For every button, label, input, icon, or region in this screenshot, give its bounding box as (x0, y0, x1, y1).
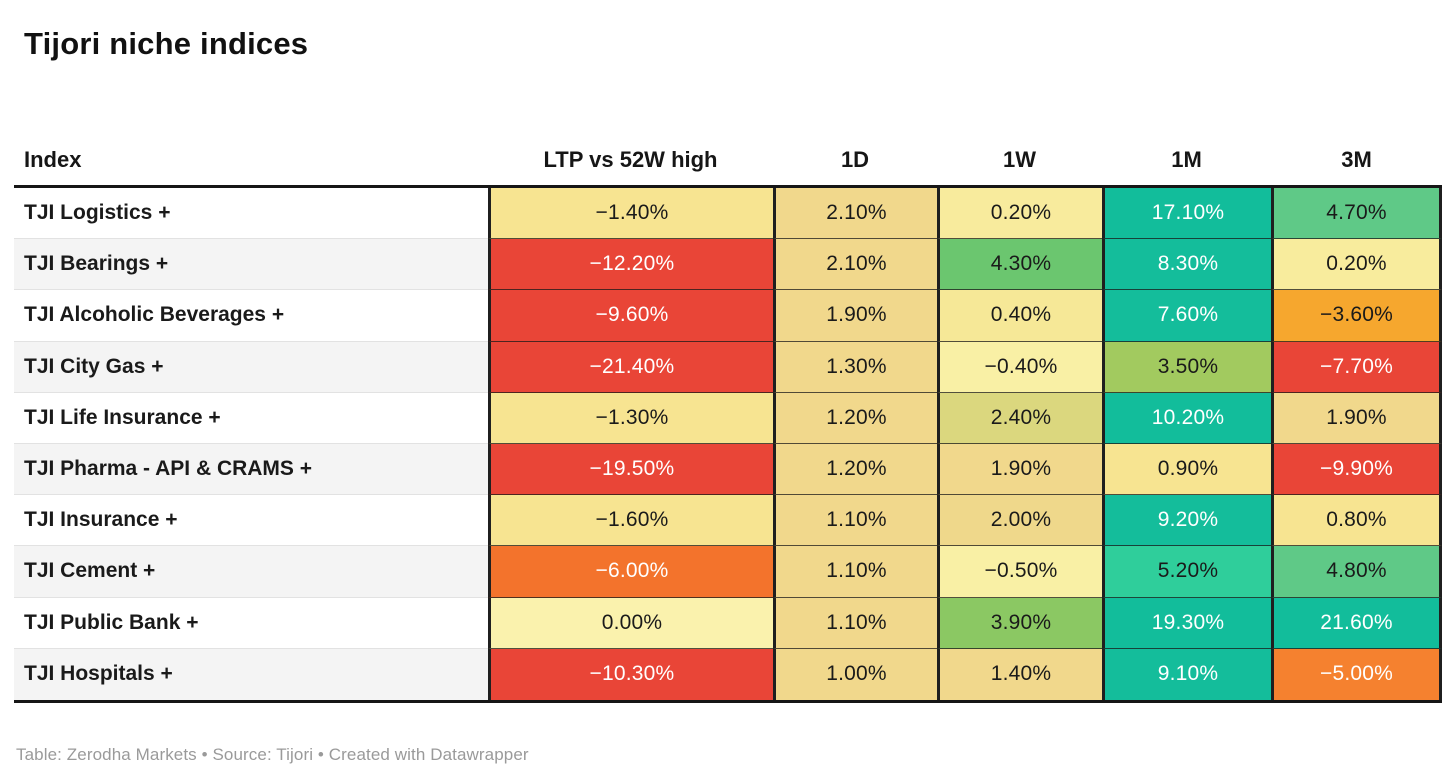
table-row: TJI Alcoholic Beverages + −9.60% 1.90% 0… (14, 290, 1442, 342)
indices-table: Index LTP vs 52W high 1D 1W 1M 3M TJI Lo… (14, 134, 1442, 703)
index-name-label: TJI Insurance + (24, 508, 178, 532)
cell-3m: 21.60% (1271, 597, 1442, 649)
cell-3m: 0.20% (1271, 239, 1442, 291)
cell-1m: 10.20% (1102, 392, 1271, 444)
index-name-cell[interactable]: TJI Hospitals + (14, 648, 488, 700)
cell-1w: 0.40% (937, 290, 1102, 342)
table-row: TJI Pharma - API & CRAMS + −19.50% 1.20%… (14, 443, 1442, 496)
index-name-cell[interactable]: TJI Logistics + (14, 188, 488, 240)
cell-1w: 4.30% (937, 239, 1102, 291)
cell-1d: 1.90% (773, 290, 937, 342)
cell-1d: 1.20% (773, 443, 937, 496)
table-row: TJI Bearings + −12.20% 2.10% 4.30% 8.30%… (14, 239, 1442, 291)
ltp-vs-52w-high-cell: −9.60% (488, 290, 773, 342)
cell-3m: −7.70% (1271, 341, 1442, 393)
index-name-cell[interactable]: TJI Public Bank + (14, 597, 488, 649)
cell-1d: 1.10% (773, 546, 937, 598)
index-name-label: TJI Pharma - API & CRAMS + (24, 457, 313, 481)
table-row: TJI Logistics + −1.40% 2.10% 0.20% 17.10… (14, 188, 1442, 240)
index-name-cell[interactable]: TJI Cement + (14, 546, 488, 598)
cell-1m: 17.10% (1102, 188, 1271, 240)
index-name-cell[interactable]: TJI Alcoholic Beverages + (14, 290, 488, 342)
cell-1w: 2.40% (937, 392, 1102, 444)
column-header-index: Index (24, 146, 82, 172)
index-name-label: TJI Logistics + (24, 201, 171, 225)
cell-1m: 7.60% (1102, 290, 1271, 342)
table-header-row: Index LTP vs 52W high 1D 1W 1M 3M (14, 134, 1442, 188)
index-name-label: TJI Bearings + (24, 252, 169, 276)
table-row: TJI Insurance + −1.60% 1.10% 2.00% 9.20%… (14, 495, 1442, 547)
cell-1w: 0.20% (937, 188, 1102, 240)
cell-1m: 5.20% (1102, 546, 1271, 598)
index-name-cell[interactable]: TJI Pharma - API & CRAMS + (14, 443, 488, 496)
index-name-label: TJI City Gas + (24, 354, 164, 378)
cell-1d: 1.30% (773, 341, 937, 393)
table-row: TJI Life Insurance + −1.30% 1.20% 2.40% … (14, 392, 1442, 444)
column-header-3m: 3M (1341, 146, 1372, 172)
column-header-ltp-vs-52w-high: LTP vs 52W high (543, 146, 718, 172)
ltp-vs-52w-high-cell: −10.30% (488, 648, 773, 700)
table-body: TJI Logistics + −1.40% 2.10% 0.20% 17.10… (14, 188, 1442, 703)
cell-3m: 0.80% (1271, 495, 1442, 547)
cell-1m: 0.90% (1102, 443, 1271, 496)
index-name-cell[interactable]: TJI Bearings + (14, 239, 488, 291)
cell-3m: 4.80% (1271, 546, 1442, 598)
cell-1d: 2.10% (773, 239, 937, 291)
page-title: Tijori niche indices (24, 26, 309, 61)
cell-1m: 8.30% (1102, 239, 1271, 291)
cell-1w: −0.50% (937, 546, 1102, 598)
index-name-label: TJI Public Bank + (24, 610, 199, 634)
ltp-vs-52w-high-cell: −21.40% (488, 341, 773, 393)
cell-1w: 3.90% (937, 597, 1102, 649)
cell-1m: 9.10% (1102, 648, 1271, 700)
table-row: TJI Cement + −6.00% 1.10% −0.50% 5.20% 4… (14, 546, 1442, 598)
cell-1w: 2.00% (937, 495, 1102, 547)
cell-3m: 4.70% (1271, 188, 1442, 240)
index-name-label: TJI Cement + (24, 559, 156, 583)
cell-3m: −9.90% (1271, 443, 1442, 496)
cell-1m: 9.20% (1102, 495, 1271, 547)
footer-attribution: Table: Zerodha Markets • Source: Tijori … (16, 745, 529, 764)
ltp-vs-52w-high-cell: −1.60% (488, 495, 773, 547)
cell-1d: 1.20% (773, 392, 937, 444)
column-header-1m: 1M (1171, 146, 1202, 172)
cell-1m: 3.50% (1102, 341, 1271, 393)
cell-3m: −3.60% (1271, 290, 1442, 342)
cell-3m: 1.90% (1271, 392, 1442, 444)
table-row: TJI City Gas + −21.40% 1.30% −0.40% 3.50… (14, 341, 1442, 393)
column-header-1d: 1D (840, 146, 870, 172)
index-name-label: TJI Alcoholic Beverages + (24, 303, 285, 327)
index-name-cell[interactable]: TJI Insurance + (14, 495, 488, 547)
ltp-vs-52w-high-cell: −6.00% (488, 546, 773, 598)
ltp-vs-52w-high-cell: −1.30% (488, 392, 773, 444)
cell-1w: −0.40% (937, 341, 1102, 393)
cell-1d: 1.00% (773, 648, 937, 700)
ltp-vs-52w-high-cell: −19.50% (488, 443, 773, 496)
column-header-1w: 1W (1003, 146, 1036, 172)
ltp-vs-52w-high-cell: −1.40% (488, 188, 773, 240)
table-row: TJI Public Bank + 0.00% 1.10% 3.90% 19.3… (14, 597, 1442, 649)
cell-1w: 1.90% (937, 443, 1102, 496)
index-name-label: TJI Hospitals + (24, 662, 173, 686)
index-name-cell[interactable]: TJI Life Insurance + (14, 392, 488, 444)
ltp-vs-52w-high-cell: 0.00% (488, 597, 773, 649)
cell-1d: 1.10% (773, 597, 937, 649)
cell-1w: 1.40% (937, 648, 1102, 700)
datawrapper-table-page: Tijori niche indices Index LTP vs 52W hi… (0, 22, 1456, 766)
cell-1d: 2.10% (773, 188, 937, 240)
cell-3m: −5.00% (1271, 648, 1442, 700)
table-row: TJI Hospitals + −10.30% 1.00% 1.40% 9.10… (14, 648, 1442, 700)
cell-1m: 19.30% (1102, 597, 1271, 649)
cell-1d: 1.10% (773, 495, 937, 547)
index-name-label: TJI Life Insurance + (24, 405, 221, 429)
ltp-vs-52w-high-cell: −12.20% (488, 239, 773, 291)
index-name-cell[interactable]: TJI City Gas + (14, 341, 488, 393)
